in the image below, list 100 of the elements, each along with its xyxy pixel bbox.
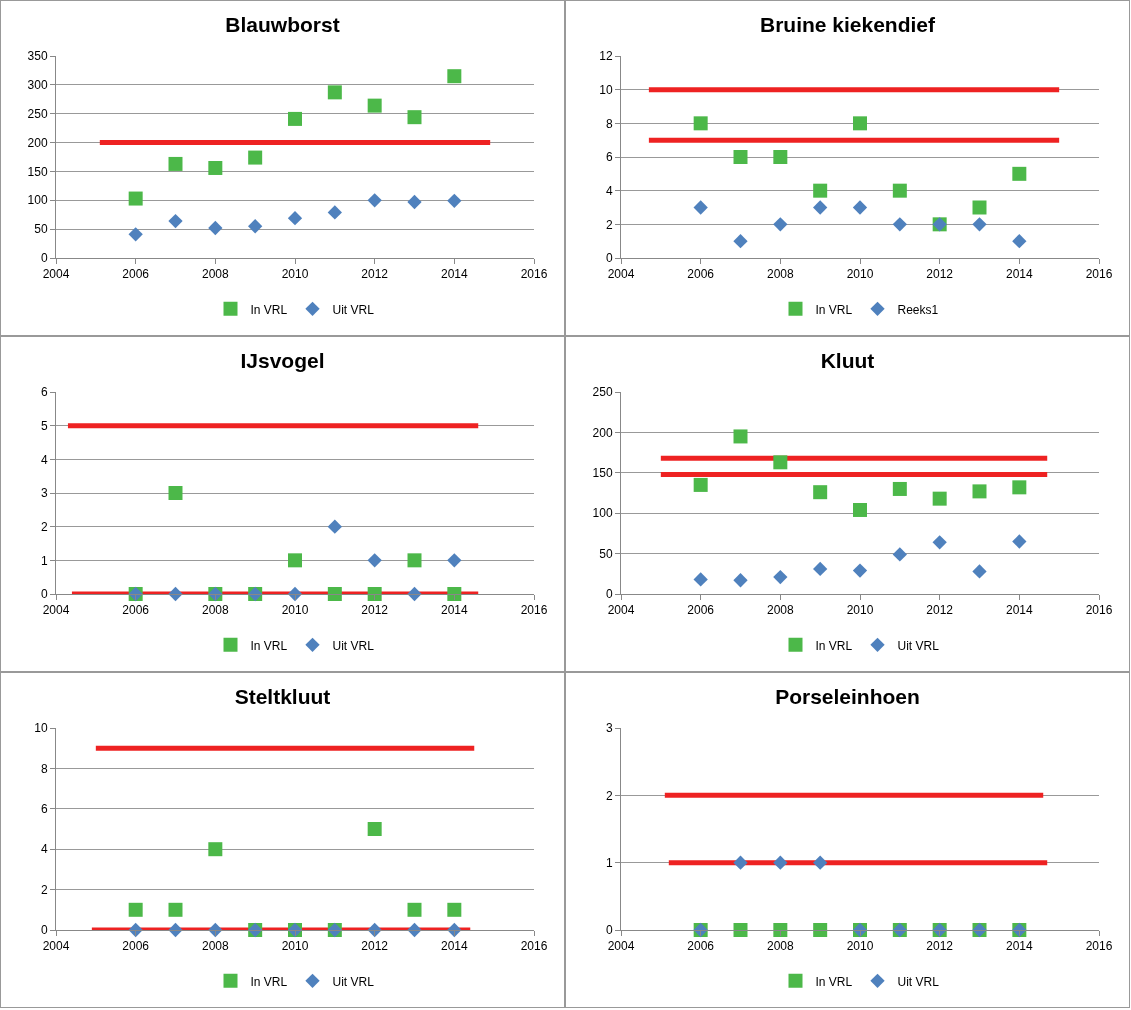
x-tick-label: 2014	[1005, 267, 1033, 282]
point	[288, 553, 302, 568]
x-tick-label: 2004	[607, 939, 635, 954]
point	[367, 98, 382, 113]
point	[852, 563, 868, 578]
y-tick-label: 8	[40, 761, 48, 776]
y-tick-label: 4	[40, 842, 48, 857]
y-tick-label: 6	[40, 385, 48, 400]
point	[733, 234, 748, 249]
x-tick-label: 2008	[766, 267, 794, 282]
x-tick-label: 2004	[607, 603, 635, 618]
y-tick-label: 2	[605, 217, 613, 232]
x-tick-label: 2010	[281, 267, 309, 282]
chart-title: Bruine kiekendief	[759, 13, 937, 37]
point	[853, 116, 867, 131]
x-tick-label: 2008	[201, 267, 229, 282]
x-tick-label: 2014	[1005, 603, 1033, 618]
legend-label: Uit VRL	[332, 638, 375, 653]
point	[972, 564, 987, 579]
y-tick-label: 2	[605, 788, 613, 803]
point	[1012, 166, 1027, 181]
y-tick-label: 200	[27, 135, 48, 150]
legend-label: In VRL	[250, 974, 288, 989]
y-tick-label: 5	[40, 418, 48, 433]
x-tick-label: 2006	[687, 603, 715, 618]
y-tick-label: 3	[605, 721, 613, 736]
chart-title: IJsvogel	[240, 349, 325, 373]
x-tick-label: 2012	[361, 939, 389, 954]
point	[447, 587, 462, 601]
x-tick-label: 2006	[687, 939, 715, 954]
y-tick-label: 0	[605, 923, 613, 938]
point	[773, 569, 788, 585]
point	[248, 219, 263, 234]
y-tick-label: 0	[40, 587, 48, 602]
point	[932, 535, 947, 550]
point	[972, 484, 987, 499]
y-tick-label: 100	[592, 506, 613, 521]
x-tick-label: 2010	[846, 603, 874, 618]
point	[367, 553, 382, 568]
point	[447, 69, 462, 84]
y-tick-label: 1	[605, 855, 613, 870]
chart-title: Blauwborst	[225, 13, 340, 37]
point	[128, 191, 143, 206]
legend-label: In VRL	[815, 638, 853, 653]
point	[168, 902, 183, 917]
point	[248, 150, 263, 165]
x-tick-label: 2006	[687, 267, 715, 282]
x-tick-label: 2016	[1085, 939, 1113, 954]
point	[1012, 234, 1027, 249]
y-tick-label: 150	[27, 164, 48, 179]
point	[327, 205, 342, 220]
point	[733, 429, 748, 444]
x-tick-label: 2008	[201, 603, 229, 618]
point	[208, 842, 223, 857]
point	[972, 200, 987, 215]
point	[447, 193, 462, 209]
legend-label: Uit VRL	[897, 974, 940, 989]
point	[813, 183, 828, 198]
legend-label: Uit VRL	[897, 638, 940, 653]
point	[932, 491, 947, 506]
point	[733, 150, 748, 164]
y-tick-label: 350	[27, 49, 48, 64]
x-tick-label: 2016	[520, 603, 548, 618]
y-tick-label: 250	[27, 106, 48, 121]
y-tick-label: 6	[605, 150, 613, 165]
point	[288, 111, 302, 126]
chart-title: Porseleinhoen	[775, 685, 920, 709]
point	[168, 486, 183, 500]
point	[892, 481, 907, 496]
point	[168, 213, 183, 229]
x-tick-label: 2014	[440, 939, 468, 954]
y-tick-label: 3	[40, 486, 48, 501]
point	[773, 455, 788, 470]
x-tick-label: 2006	[122, 603, 150, 618]
y-tick-label: 50	[599, 546, 613, 561]
y-tick-label: 150	[592, 466, 613, 480]
y-tick-label: 200	[592, 425, 613, 440]
y-tick-label: 10	[34, 721, 48, 736]
y-tick-label: 2	[40, 882, 48, 897]
x-tick-label: 2016	[1085, 267, 1113, 282]
point	[367, 822, 382, 836]
y-tick-label: 0	[40, 251, 48, 266]
point	[852, 200, 868, 215]
y-tick-label: 12	[599, 49, 613, 64]
point	[1012, 480, 1027, 495]
x-tick-label: 2016	[520, 939, 548, 954]
point	[447, 553, 462, 568]
point	[693, 200, 708, 215]
point	[208, 160, 223, 175]
point	[327, 587, 342, 601]
point	[407, 902, 422, 917]
point	[693, 572, 708, 587]
legend-label: Reeks1	[897, 302, 939, 317]
x-tick-label: 2012	[361, 267, 389, 282]
x-tick-label: 2010	[846, 939, 874, 954]
y-tick-label: 50	[34, 222, 48, 237]
point	[693, 477, 708, 492]
x-tick-label: 2014	[1005, 939, 1033, 954]
point	[693, 116, 708, 131]
x-tick-label: 2012	[926, 603, 954, 618]
